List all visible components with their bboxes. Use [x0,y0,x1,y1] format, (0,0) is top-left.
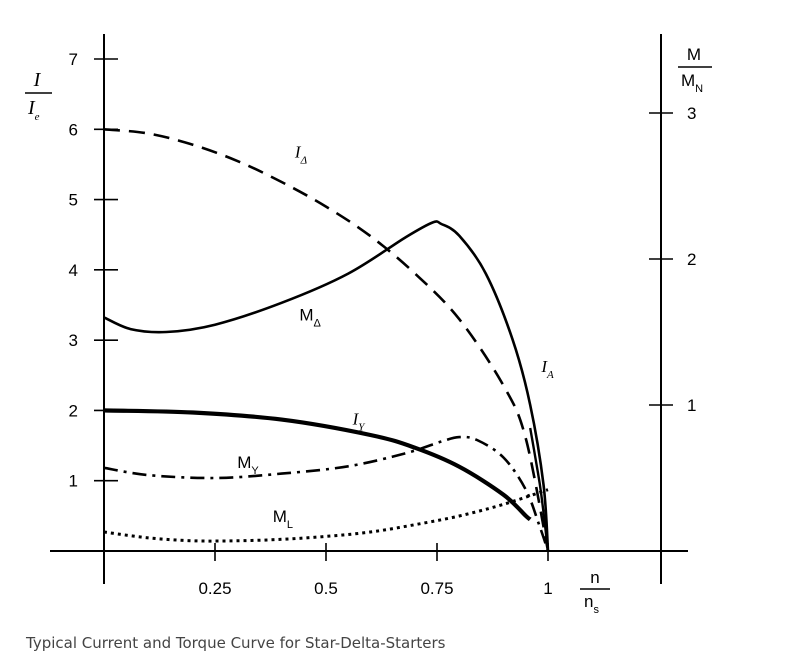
x-tick-label: 0.5 [314,579,338,598]
left-y-tick-label: 3 [69,331,78,350]
curve-label-m-y: MY [237,453,259,477]
curve-m-delta [103,220,550,552]
curve-label-i-y: IY [352,409,367,433]
x-tick-label: 1 [543,579,552,598]
right-axis-label-denominator: MN [681,71,703,95]
figure-caption: Typical Current and Torque Curve for Sta… [26,634,446,652]
curve-m-y [103,435,550,552]
curve-label-m-l: ML [273,507,293,531]
chart-axes: 0.25 0.5 0.75 1 1 2 3 4 5 6 7 1 2 3 I Ie M MN n ns [25,34,712,616]
curve-label-m-delta: MΔ [299,305,321,329]
curve-i-a [529,427,550,552]
right-y-tick-label: 2 [687,250,696,269]
right-y-tick-label: 3 [687,104,696,123]
left-y-tick-label: 5 [69,191,78,210]
right-axis-label-numerator: M [687,45,701,64]
chart-labels: IΔ IA IY MΔ MY ML [237,142,554,530]
left-y-tick-label: 1 [69,472,78,491]
curve-m-l [103,488,549,543]
curve-i-y [103,408,532,522]
left-y-tick-label: 6 [69,120,78,139]
curve-label-i-a: IA [540,357,554,381]
x-tick-label: 0.75 [420,579,453,598]
left-y-tick-label: 4 [69,261,78,280]
curve-i-delta [103,128,550,552]
x-tick-label: 0.25 [198,579,231,598]
x-axis-label-denominator: ns [584,592,599,616]
left-axis-label-numerator: I [33,69,42,91]
x-axis-label-numerator: n [590,568,599,587]
left-y-tick-label: 7 [69,50,78,69]
left-axis-label-denominator: Ie [27,97,40,123]
curve-label-i-delta: IΔ [294,142,307,166]
star-delta-chart: 0.25 0.5 0.75 1 1 2 3 4 5 6 7 1 2 3 I Ie M MN n ns IΔ IA IY MΔ… [25,34,712,616]
right-y-tick-label: 1 [687,396,696,415]
left-y-tick-label: 2 [69,401,78,420]
chart-series [103,128,550,552]
